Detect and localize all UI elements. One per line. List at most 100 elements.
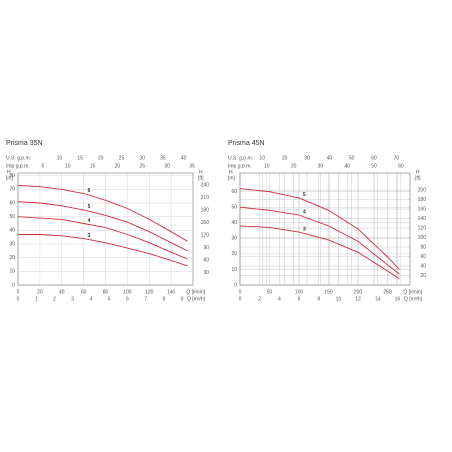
- y-tick-label: 0: [12, 282, 15, 288]
- x2-tick-label: 10: [336, 296, 342, 302]
- curve-label: 4: [303, 209, 306, 215]
- x2-tick-label: 0: [239, 296, 242, 302]
- y2-label: H: [199, 169, 203, 175]
- x2-tick-label: 14: [375, 296, 381, 302]
- y-tick-label: 40: [231, 220, 237, 226]
- top-tick-label: 20: [115, 163, 121, 169]
- x-label: Q [l/min]: [186, 289, 205, 295]
- x2-label: Q [m³/h]: [187, 296, 206, 302]
- x2-tick-label: 3: [71, 296, 74, 302]
- top-tick-label: 20: [282, 155, 288, 161]
- curve-label: 3: [303, 226, 306, 232]
- x2-tick-label: 7: [144, 296, 147, 302]
- curve-label: 5: [303, 192, 306, 198]
- top-tick-label: 10: [260, 155, 266, 161]
- top-tick-label: 10: [65, 163, 71, 169]
- top-tick-label: 5: [41, 163, 44, 169]
- y-tick-label: 50: [9, 214, 15, 220]
- x2-tick-label: 9: [181, 296, 184, 302]
- y2-tick-label: 160: [418, 206, 427, 212]
- top-tick-label: 50: [371, 163, 377, 169]
- y2-tick-label: 200: [418, 187, 427, 193]
- top-tick-label: 15: [90, 163, 96, 169]
- curve: [17, 216, 188, 260]
- top-tick-label: 10: [264, 163, 270, 169]
- x2-tick-label: 8: [162, 296, 165, 302]
- x-tick-label: 60: [81, 289, 87, 295]
- x2-label: Q [m³/h]: [404, 296, 423, 302]
- x2-tick-label: 5: [108, 296, 111, 302]
- x-label: Q [l/min]: [403, 289, 422, 295]
- x2-tick-label: 6: [126, 296, 129, 302]
- y2-tick-label: 20: [420, 273, 426, 279]
- y2-unit: [ft]: [415, 175, 421, 181]
- y2-unit: [ft]: [198, 175, 204, 181]
- top-tick-label: 25: [119, 155, 125, 161]
- x2-tick-label: 1: [35, 296, 38, 302]
- x-tick-label: 100: [123, 289, 132, 295]
- y-tick-label: 80: [9, 173, 15, 179]
- curve: [17, 184, 188, 242]
- x2-tick-label: 8: [317, 296, 320, 302]
- y2-tick-label: 150: [201, 220, 210, 226]
- plot-frame: [239, 172, 411, 286]
- top-tick-label: 25: [140, 163, 146, 169]
- plot-frame: [17, 172, 194, 286]
- x-tick-label: 100: [295, 289, 304, 295]
- top-tick-label: 10: [57, 155, 63, 161]
- top-tick-label: 60: [371, 155, 377, 161]
- top-tick-label: 40: [181, 155, 187, 161]
- curve-label: 6: [88, 188, 91, 194]
- y2-tick-label: 90: [203, 245, 209, 251]
- top-tick-label: 35: [160, 155, 166, 161]
- top-tick-label: 30: [318, 163, 324, 169]
- chart-title: Prisma 35N: [6, 140, 43, 147]
- y-tick-label: 0: [234, 282, 237, 288]
- y-unit: [m]: [228, 175, 236, 181]
- y2-tick-label: 60: [420, 254, 426, 260]
- curve: [18, 234, 188, 267]
- y2-tick-label: 180: [418, 197, 427, 203]
- x-tick-label: 50: [267, 289, 273, 295]
- y2-label: H: [416, 169, 420, 175]
- top-tick-label: 30: [139, 155, 145, 161]
- top-axis-label: Imp g.p.m.: [228, 163, 252, 169]
- y-tick-label: 40: [9, 228, 15, 234]
- y-tick-label: 70: [9, 187, 15, 193]
- y2-tick-label: 120: [418, 225, 427, 231]
- x-tick-label: 0: [17, 289, 20, 295]
- y2-tick-label: 120: [201, 232, 210, 238]
- y-tick-label: 20: [9, 255, 15, 261]
- x-tick-label: 150: [324, 289, 333, 295]
- top-tick-label: 30: [304, 155, 310, 161]
- top-tick-label: 40: [344, 163, 350, 169]
- y-tick-label: 30: [9, 241, 15, 247]
- y-label: H: [7, 169, 11, 175]
- x2-tick-label: 16: [395, 296, 401, 302]
- y-tick-label: 10: [231, 267, 237, 273]
- x2-tick-label: 6: [298, 296, 301, 302]
- y2-tick-label: 210: [201, 195, 210, 201]
- top-tick-label: 30: [164, 163, 170, 169]
- curve: [239, 225, 400, 280]
- x-tick-label: 120: [145, 289, 154, 295]
- curve-label: 3: [88, 233, 91, 239]
- x-tick-label: 40: [59, 289, 65, 295]
- y2-tick-label: 140: [418, 216, 427, 222]
- top-tick-label: 20: [291, 163, 297, 169]
- top-tick-label: 40: [327, 155, 333, 161]
- curve-label: 5: [88, 204, 91, 210]
- x2-tick-label: 2: [258, 296, 261, 302]
- x2-tick-label: 4: [278, 296, 281, 302]
- top-axis-label: U.S. g.p.m.: [228, 155, 253, 161]
- y2-tick-label: 240: [201, 182, 210, 188]
- y-tick-label: 60: [9, 200, 15, 206]
- x-tick-label: 20: [37, 289, 43, 295]
- x-tick-label: 200: [354, 289, 363, 295]
- y-tick-label: 50: [231, 205, 237, 211]
- x-tick-label: 250: [383, 289, 392, 295]
- curve: [239, 188, 400, 270]
- y-label: H: [229, 169, 233, 175]
- top-tick-label: 35: [189, 163, 195, 169]
